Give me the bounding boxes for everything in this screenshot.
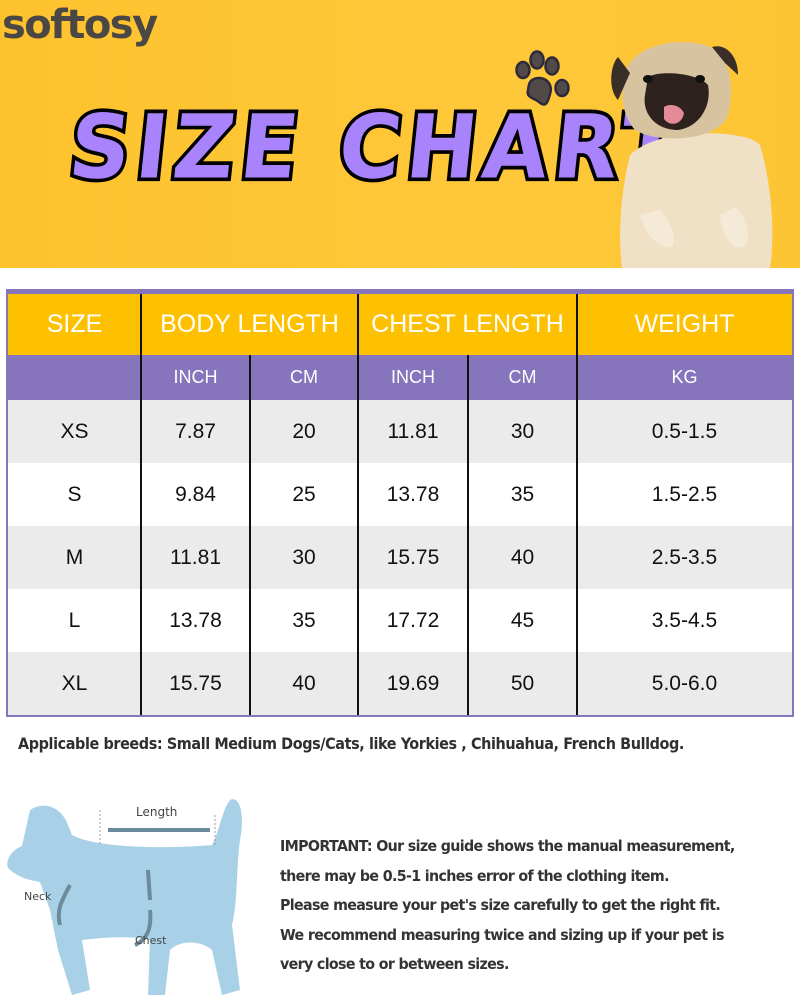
table-cell: 3.5-4.5 [577, 589, 792, 652]
table-cell: 35 [468, 463, 577, 526]
column-divider [357, 294, 359, 715]
table-cell: 30 [468, 400, 577, 463]
table-cell: 7.87 [141, 400, 250, 463]
size-cell: XL [8, 652, 141, 715]
table-cell: 13.78 [141, 589, 250, 652]
table-cell: 15.75 [141, 652, 250, 715]
column-divider [140, 294, 142, 715]
table-cell: 40 [250, 652, 358, 715]
unit-header: KG [577, 355, 792, 399]
column-divider [467, 355, 469, 715]
banner: softosy SIZE CHART [0, 0, 800, 268]
size-cell: XS [8, 400, 141, 463]
table-cell: 35 [250, 589, 358, 652]
unit-header: CM [468, 355, 577, 399]
unit-header [8, 355, 141, 399]
column-divider [576, 294, 578, 715]
unit-header: INCH [358, 355, 468, 399]
important-line: very close to or between sizes. [280, 955, 509, 973]
important-line: there may be 0.5-1 inches error of the c… [280, 866, 670, 885]
table-cell: 45 [468, 589, 577, 652]
important-line: IMPORTANT: Our size guide shows the manu… [280, 837, 735, 855]
table-cell: 9.84 [141, 463, 250, 526]
size-table: SIZE BODY LENGTH CHEST LENGTH WEIGHT INCH CM I… [6, 289, 794, 717]
table-cell: 0.5-1.5 [577, 400, 792, 463]
table-cell: 19.69 [358, 652, 468, 715]
table-cell: 11.81 [358, 400, 468, 463]
table-cell: 13.78 [358, 463, 468, 526]
table-cell: 15.75 [358, 526, 468, 589]
brand-logo: softosy [2, 2, 158, 48]
unit-header: INCH [141, 355, 250, 399]
table-cell: 17.72 [358, 589, 468, 652]
column-header: CHEST LENGTH [358, 294, 577, 355]
unit-header: CM [250, 355, 358, 399]
size-cell: L [8, 589, 141, 652]
important-note: IMPORTANT: Our size guide shows the manu… [280, 832, 764, 980]
table-cell: 5.0-6.0 [577, 652, 792, 715]
size-cell: M [8, 526, 141, 589]
column-header: BODY LENGTH [141, 294, 358, 355]
diagram-length-label: Length [136, 805, 177, 819]
pug-photo [611, 42, 773, 268]
diagram-chest-label: Chest [135, 934, 167, 947]
important-line: We recommend measuring twice and sizing … [280, 925, 724, 944]
table-cell: 50 [468, 652, 577, 715]
column-header: WEIGHT [577, 294, 792, 355]
table-cell: 25 [250, 463, 358, 526]
table-cell: 2.5-3.5 [577, 526, 792, 589]
applicable-breeds-note: Applicable breeds: Small Medium Dogs/Cat… [18, 734, 684, 753]
column-header: SIZE [8, 294, 141, 355]
diagram-neck-label: Neck [24, 890, 52, 903]
paw-print-icon [515, 50, 570, 106]
size-cell: S [8, 463, 141, 526]
column-divider [249, 355, 251, 715]
table-cell: 11.81 [141, 526, 250, 589]
table-cell: 40 [468, 526, 577, 589]
important-line: Please measure your pet's size carefully… [280, 896, 721, 914]
table-cell: 30 [250, 526, 358, 589]
page-title: SIZE CHART [61, 92, 693, 202]
dog-measurement-diagram: Length Neck Chest [7, 799, 242, 995]
table-cell: 20 [250, 400, 358, 463]
table-cell: 1.5-2.5 [577, 463, 792, 526]
